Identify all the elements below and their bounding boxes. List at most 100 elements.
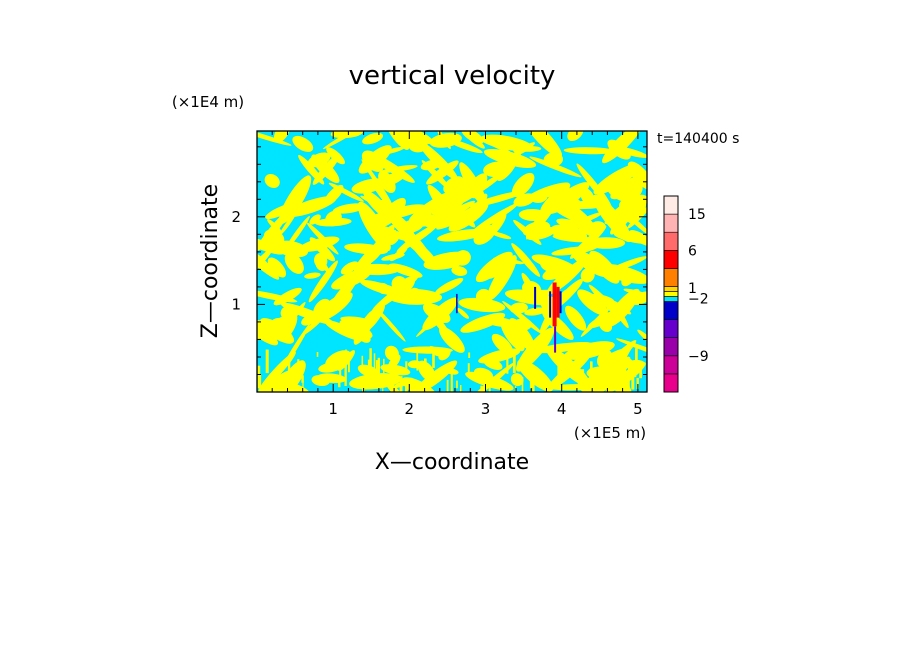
field-streak	[302, 381, 304, 392]
field-patch	[457, 308, 469, 319]
field-patch	[340, 261, 359, 275]
field-patch	[279, 211, 297, 236]
field-patch	[461, 131, 484, 144]
field-patch	[422, 297, 459, 331]
field-streak	[623, 368, 627, 375]
y-axis: 12	[231, 146, 647, 375]
field-extreme-streak	[559, 291, 562, 314]
field-streak	[432, 352, 435, 368]
field-streak	[620, 362, 623, 374]
field-streak	[446, 379, 449, 392]
field-patch	[616, 355, 639, 370]
field-patch	[570, 249, 610, 278]
x-tick-label: 2	[405, 400, 415, 418]
field-streak	[480, 385, 483, 392]
field-streak	[581, 369, 585, 387]
colorbar-swatch	[663, 286, 679, 292]
field-patch	[529, 156, 582, 178]
field-extreme-streak	[554, 326, 557, 353]
field-patch	[267, 257, 287, 278]
field-streak	[382, 385, 384, 392]
field-patch	[483, 161, 510, 178]
field-patch	[609, 299, 629, 329]
field-patch	[459, 162, 487, 207]
colorbar-label: −9	[688, 349, 709, 365]
x-tick-label: 4	[557, 400, 567, 418]
field-patch	[523, 182, 570, 203]
field-patch	[623, 211, 647, 237]
field-streak	[287, 359, 291, 382]
field-streak	[489, 354, 491, 368]
field-patch	[292, 135, 314, 152]
field-patch	[314, 292, 353, 323]
field-streak	[361, 355, 364, 366]
field-streak	[635, 348, 638, 362]
x-tick-label: 1	[328, 400, 338, 418]
field-streak	[607, 380, 609, 392]
field-streak	[581, 381, 584, 391]
field-patch	[378, 197, 406, 227]
field-patch	[264, 174, 280, 188]
field-patch	[577, 289, 608, 316]
field-streak	[278, 364, 282, 374]
field-patch	[570, 197, 582, 206]
field-patch	[593, 163, 640, 195]
field-patch	[576, 163, 612, 208]
field-streak	[416, 350, 419, 371]
x-tick-label: 5	[633, 400, 643, 418]
field-streak	[383, 358, 385, 377]
field-patch	[324, 320, 365, 342]
field-patch	[280, 302, 335, 325]
colorbar-swatch	[663, 373, 679, 393]
field-streak	[297, 359, 300, 372]
field-patch	[460, 312, 506, 333]
field-patch	[542, 263, 572, 280]
field-patch	[304, 272, 321, 279]
field-streak	[599, 380, 601, 392]
field-patch	[585, 240, 603, 248]
field-extreme-streak	[552, 282, 557, 327]
field-patch	[257, 131, 292, 146]
field-patch	[437, 131, 451, 149]
field-streak	[410, 377, 413, 392]
field-patch	[263, 229, 285, 246]
field-patch	[257, 289, 298, 303]
y-tick-label: 1	[231, 295, 241, 313]
field-streak	[336, 353, 338, 359]
field-patch	[485, 212, 507, 240]
x-axis: 1 2 3 4 5	[271, 131, 643, 418]
field-patch	[388, 263, 423, 278]
field-patch	[325, 210, 342, 227]
field-patch	[509, 302, 528, 314]
field-streak	[468, 352, 471, 358]
field-streak	[424, 358, 427, 374]
colorbar-label: 15	[688, 207, 706, 223]
field-streak	[405, 361, 408, 371]
field-patch	[362, 132, 384, 145]
time-label: t=140400 s	[657, 131, 739, 147]
field-patch	[374, 306, 406, 342]
field-patch	[537, 290, 557, 321]
field-streak	[557, 360, 560, 381]
field-patch	[580, 268, 595, 283]
field-patch	[454, 250, 471, 266]
field-extreme-streak	[556, 286, 560, 318]
field-patch	[470, 202, 519, 234]
field-streak	[367, 359, 371, 380]
field-patch	[475, 288, 492, 304]
field-streak	[639, 369, 642, 379]
field-streak	[259, 374, 262, 392]
field-streak	[301, 375, 304, 383]
colorbar-swatch	[663, 301, 679, 320]
field-patch	[500, 320, 525, 352]
colorbar: 15 6 1−2 −9	[663, 195, 709, 393]
x-tick-label: 3	[481, 400, 491, 418]
field-patch	[524, 131, 562, 158]
field-streak	[316, 352, 319, 357]
field-patch	[284, 252, 304, 274]
field-patch	[545, 346, 591, 388]
colorbar-swatch	[663, 268, 679, 287]
field-patch	[284, 196, 337, 218]
field-patch	[510, 373, 524, 387]
field-patch	[570, 212, 603, 227]
